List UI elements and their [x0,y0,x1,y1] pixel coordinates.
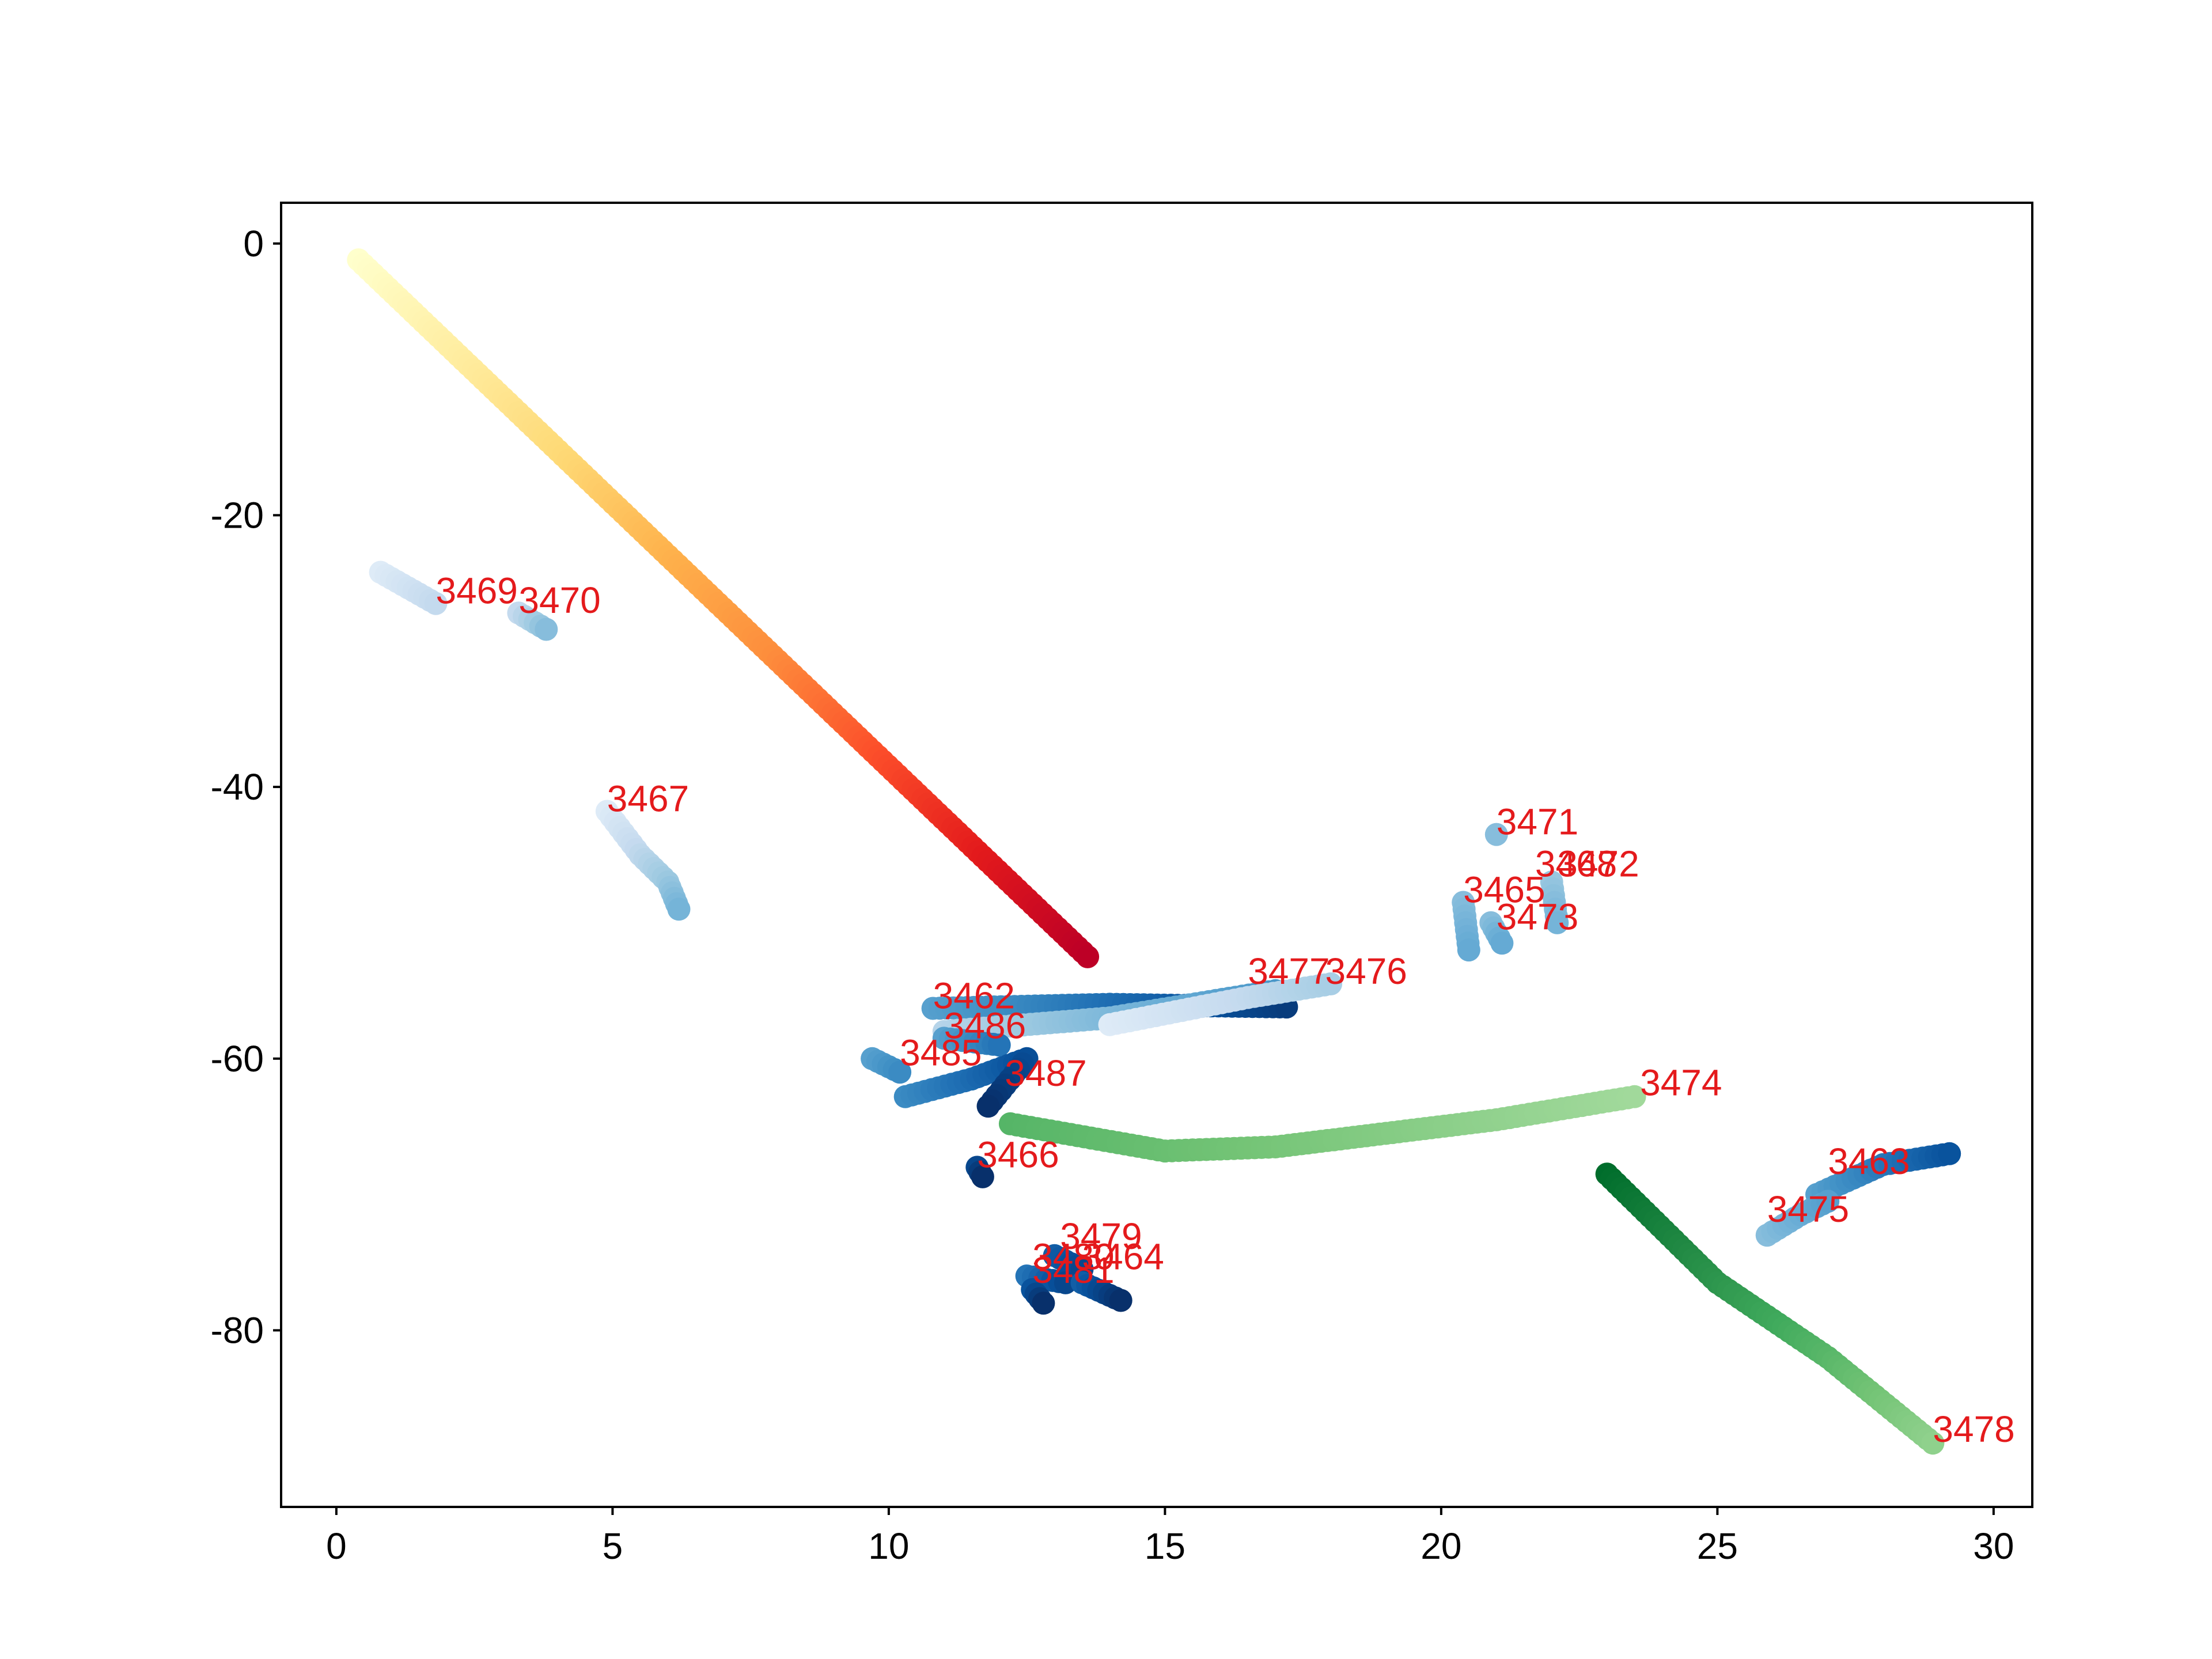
track-label-3477: 3477 [1248,950,1330,992]
track-point [535,618,558,641]
x-tick-label: 5 [603,1525,623,1567]
track-3467 [595,800,691,921]
track-point [1319,972,1343,995]
track-label-3463: 3463 [1828,1141,1910,1182]
track-3472 [1540,870,1569,934]
track-3469 [369,560,448,615]
track-label-3473: 3473 [1497,896,1578,938]
track-3481 [1021,1278,1055,1315]
x-tick-label: 25 [1697,1525,1738,1567]
track-3464 [1070,1271,1132,1312]
y-tick-label: -60 [211,1038,264,1080]
track-3486 [932,1027,1011,1057]
track-label-3469: 3469 [436,570,518,612]
track-point [987,1033,1011,1057]
track-point [667,897,691,921]
track-point [1076,945,1100,968]
track-point [1546,911,1569,934]
track-point [1623,1085,1646,1108]
x-tick-label: 0 [326,1525,347,1567]
track-3473 [1479,911,1514,955]
y-tick-label: 0 [243,223,264,264]
track-label-3475: 3475 [1767,1188,1849,1230]
track-3466 [965,1156,994,1188]
track-label-3478: 3478 [1933,1408,2014,1450]
track-point [976,1094,1000,1118]
tracks-layer [347,248,1961,1455]
track-3474 [998,1085,1646,1163]
track-3471 [1484,823,1508,846]
track-label-3481: 3481 [1032,1249,1114,1291]
track-point [888,1060,912,1084]
track-point [1938,1142,1961,1165]
track-point [1484,823,1508,846]
track-label-3487: 3487 [1005,1052,1086,1094]
track-label-3468: 3468 [1535,843,1617,885]
track-label-3485: 3485 [900,1032,982,1074]
track-label-3466: 3466 [977,1134,1059,1175]
track-label-3464: 3464 [1082,1236,1164,1277]
track-label-3472: 3472 [1557,843,1639,885]
track-label-3474: 3474 [1640,1062,1722,1103]
x-tick-label: 10 [868,1525,909,1567]
track-3470 [507,601,558,641]
plot-frame [280,202,2033,1508]
track-label-3462: 3462 [933,975,1015,1017]
track-point [971,1165,994,1188]
track-label-3470: 3470 [518,579,600,621]
track-point [1490,931,1514,955]
axes-layer: 0 5 10 15 20 25 30 0 -20 -40 -60 -80 [211,202,2033,1567]
track-label-3476: 3476 [1325,950,1407,992]
track-point [1921,1431,1945,1455]
y-tick-label: -80 [211,1309,264,1351]
track-point [424,592,448,615]
track-label-3467: 3467 [607,778,689,820]
track-3465 [1452,891,1480,962]
track-3485 [861,1047,912,1084]
track-point [1032,1291,1055,1315]
track-point [1816,1190,1840,1213]
track-3475 [1755,1190,1840,1247]
track-label-3465: 3465 [1463,869,1545,911]
x-tick-label: 20 [1421,1525,1461,1567]
x-tick-label: 30 [1973,1525,2014,1567]
track-point [1109,1289,1132,1312]
track-label-3479: 3479 [1060,1215,1142,1257]
track-label-3480: 3480 [1032,1236,1114,1277]
track-3487 [893,1047,1039,1118]
y-tick-label: -20 [211,494,264,536]
track-label-3486: 3486 [944,1005,1026,1046]
track-label-3471: 3471 [1497,801,1578,843]
track-point [1054,1271,1077,1294]
track-3476 [1098,972,1343,1036]
y-tick-label: -40 [211,766,264,808]
x-tick-label: 15 [1145,1525,1185,1567]
track-3478 [1595,1162,1945,1455]
track-3468 [347,248,1100,968]
track-point [1457,938,1480,962]
